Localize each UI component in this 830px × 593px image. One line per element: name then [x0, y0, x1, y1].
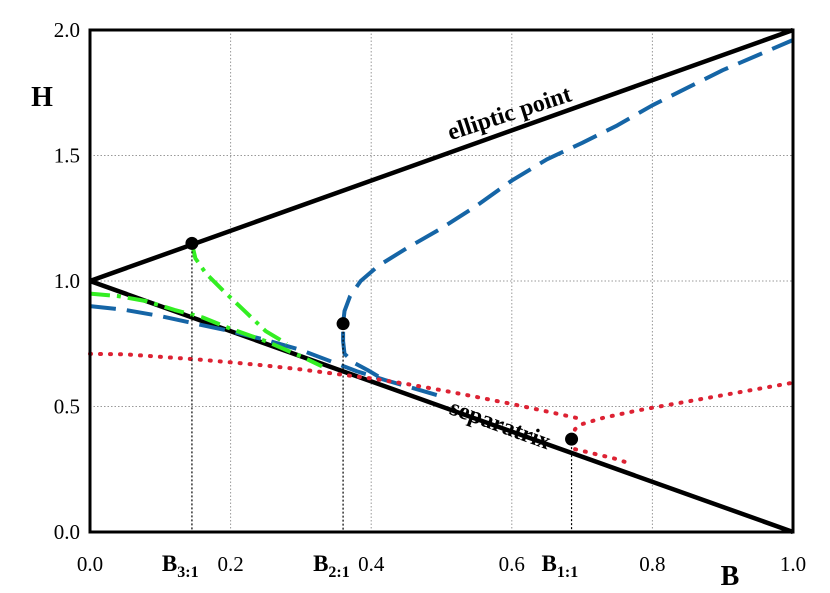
- y-tick-label: 2.0: [54, 18, 80, 42]
- special-point-marker: [565, 432, 579, 446]
- x-tick-label: 0.2: [217, 552, 243, 576]
- special-point-guides: [191, 243, 573, 532]
- series-layer: [88, 27, 795, 535]
- y-tick-label: 0.0: [54, 520, 80, 544]
- annotation-label: separatrix: [446, 395, 554, 455]
- special-point-label: B2:1: [313, 551, 350, 581]
- special-point-marker: [185, 236, 199, 250]
- series-line-solid-black: [89, 278, 794, 535]
- x-tick-label: 1.0: [780, 552, 806, 576]
- x-tick-label: 0.4: [358, 552, 385, 576]
- plot-frame: [88, 28, 795, 534]
- series-line-dashed-blue: [341, 38, 794, 379]
- special-point-label: B1:1: [542, 551, 579, 581]
- y-tick-label: 0.5: [54, 395, 80, 419]
- y-tick-label: 1.5: [54, 144, 80, 168]
- x-axis-label: B: [721, 561, 740, 592]
- x-tick-label: 0.0: [77, 552, 103, 576]
- series-line-dotted-red: [88, 351, 585, 422]
- series-line-dotted-red: [573, 447, 634, 467]
- series-line-dashdot-green: [89, 291, 323, 369]
- grid: [90, 30, 793, 532]
- special-point-label: B3:1: [162, 551, 199, 581]
- special-points: B3:1 B2:1 B1:1: [162, 236, 579, 581]
- series-line-solid-black: [89, 27, 794, 284]
- y-tick-label: 1.0: [54, 269, 80, 293]
- y-axis-label: H: [31, 82, 53, 113]
- x-tick-label: 0.6: [499, 552, 525, 576]
- series-line-dashdot-green: [189, 242, 288, 346]
- series-line-dotted-red: [569, 380, 795, 442]
- tick-labels: 0.0 0.2 0.4 0.6 0.8 1.0 0.0 0.5 1.0 1.5 2.0: [54, 18, 806, 576]
- special-point-marker: [336, 317, 350, 331]
- x-tick-label: 0.8: [639, 552, 665, 576]
